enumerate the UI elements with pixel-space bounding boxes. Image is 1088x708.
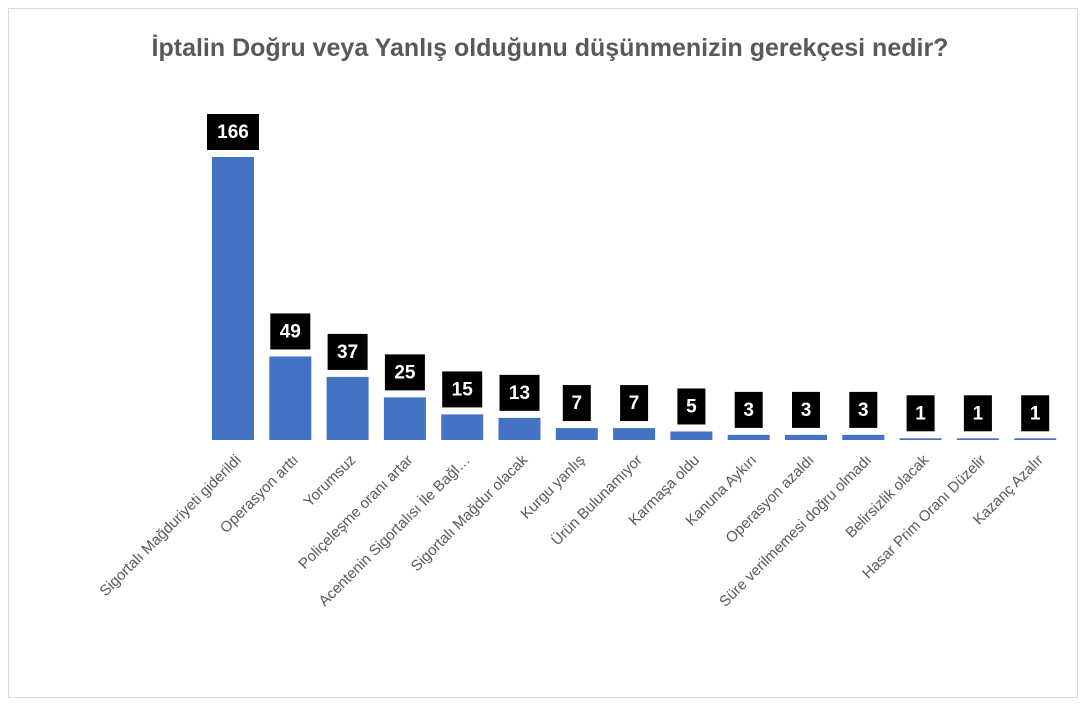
bar [785, 434, 827, 440]
value-label-box [677, 388, 706, 425]
value-label: 13 [509, 383, 530, 404]
bar [441, 414, 484, 440]
value-label-box [1021, 395, 1050, 432]
value-label: 7 [629, 393, 640, 414]
value-label: 7 [572, 393, 583, 414]
x-tick-label: Yorumsuz [300, 452, 359, 511]
chart-title: İptalin Doğru veya Yanlış olduğunu düşün… [151, 34, 949, 62]
bar [383, 397, 426, 440]
value-label-box [620, 385, 649, 422]
bar [269, 356, 312, 440]
x-tick-label: Sigortalı Mağdur olacak [408, 451, 532, 575]
value-label: 37 [337, 342, 358, 363]
bar [498, 417, 541, 440]
value-label: 3 [801, 400, 812, 421]
value-label-box [270, 313, 311, 350]
value-label: 1 [915, 403, 926, 424]
value-label-box [384, 354, 425, 391]
value-label-box [442, 371, 483, 408]
value-label-box [327, 333, 368, 370]
value-label: 25 [394, 362, 416, 383]
bar [555, 428, 598, 440]
value-label-box [792, 391, 820, 428]
bar [899, 438, 942, 440]
value-label-box [849, 391, 878, 428]
bar [727, 434, 770, 440]
value-label: 1 [1030, 403, 1041, 424]
value-label-box [499, 374, 540, 411]
value-label: 49 [280, 321, 301, 342]
bar [670, 431, 713, 440]
value-label-box [207, 114, 259, 150]
value-label: 1 [973, 403, 984, 424]
value-label: 166 [217, 122, 249, 143]
value-label: 3 [743, 400, 754, 421]
bar [326, 376, 369, 440]
value-label: 5 [686, 396, 697, 417]
value-label-box [734, 391, 763, 428]
value-label-box [963, 395, 992, 432]
value-label-box [562, 385, 591, 422]
bar [613, 428, 656, 440]
value-label-box [906, 395, 935, 432]
bar [1014, 438, 1057, 440]
value-label: 15 [452, 379, 474, 400]
bar [212, 157, 254, 440]
chart-border [8, 8, 1078, 698]
bar [842, 434, 885, 440]
value-label: 3 [858, 400, 869, 421]
x-tick-label: Poliçeleşme oranı artar [295, 452, 416, 573]
bar [956, 438, 999, 440]
